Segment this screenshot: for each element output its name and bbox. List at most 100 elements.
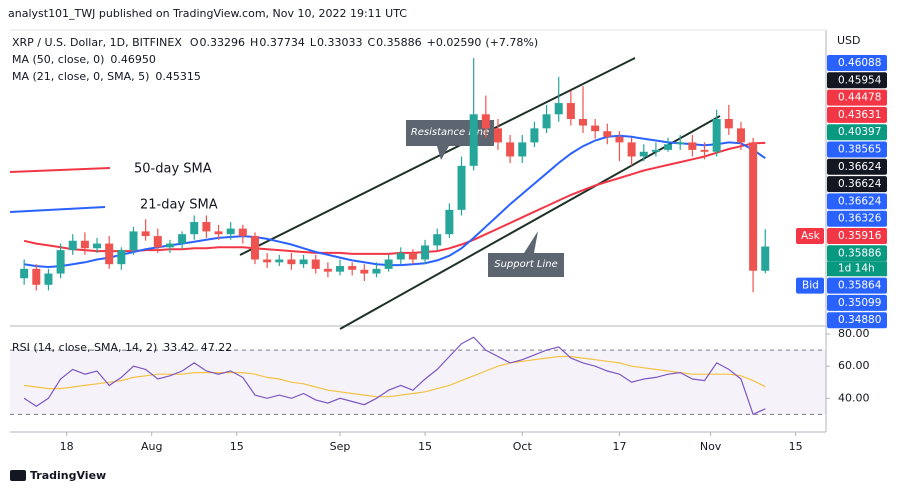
candle-body <box>323 268 332 272</box>
price-tag <box>827 55 887 71</box>
rsi-ma-legend-value: 47.22 <box>201 341 233 354</box>
candle-body <box>445 209 454 235</box>
candle-body <box>348 266 357 270</box>
candle-body <box>68 240 77 251</box>
candle-body <box>263 259 272 263</box>
price-tag-label: 0.35916 <box>838 230 882 242</box>
candle-body <box>44 273 53 285</box>
footer-text: TradingView <box>30 469 106 482</box>
candle-body <box>506 142 515 157</box>
sma50-key-line <box>9 167 111 173</box>
header: analyst101_TWJ published on TradingView.… <box>8 7 407 20</box>
ask-label: Ask <box>801 230 821 242</box>
price-tag <box>827 72 887 89</box>
candle-body <box>56 250 65 274</box>
candle-body <box>676 142 685 145</box>
candle-body <box>408 252 417 260</box>
footer-logo: TradingView <box>10 469 106 482</box>
rsi-tick-label: 80.00 <box>838 327 870 340</box>
candle-body <box>651 149 660 152</box>
price-tag-label: 0.44478 <box>838 92 881 104</box>
price-tag <box>827 158 887 175</box>
rsi-legend-name: RSI (14, close, SMA, 14, 2) <box>12 341 157 354</box>
price-tag <box>827 210 887 227</box>
price-tag-label: 0.45954 <box>838 74 882 86</box>
rsi-line <box>23 336 766 416</box>
candle-body <box>749 142 758 271</box>
ohlc-key: C <box>367 36 375 49</box>
candle-body <box>32 268 41 285</box>
candle-body <box>80 240 89 249</box>
candle-body <box>566 103 575 119</box>
logo-icon <box>10 470 26 481</box>
x-tick-label: 15 <box>230 440 244 453</box>
ohlc-value: 0.37734 <box>259 36 305 49</box>
ma-legend-name: MA (21, close, 0, SMA, 5) <box>12 70 149 83</box>
symbol: XRP / U.S. Dollar, 1D, BITFINEX <box>12 36 182 49</box>
price-tag <box>827 124 887 141</box>
price-tag-label: 0.35099 <box>838 297 881 309</box>
candle-body <box>627 142 636 157</box>
sma21-label: 21-day SMA <box>140 198 218 213</box>
ohlc-value: 0.33033 <box>317 36 363 49</box>
candle-body <box>481 114 490 129</box>
price-tag-label: 0.34880 <box>838 314 881 326</box>
candle-body <box>518 142 527 157</box>
rsi-ma-line <box>24 355 766 398</box>
candle-body <box>105 243 114 265</box>
candle-body <box>202 222 211 232</box>
x-tick-label: Aug <box>141 440 162 453</box>
candle-body <box>688 142 697 150</box>
price-tag <box>827 141 887 158</box>
support-callout <box>488 231 564 277</box>
candle-body <box>384 259 393 269</box>
candle-body <box>736 128 745 143</box>
candle-body <box>238 228 247 237</box>
countdown-tag <box>827 261 887 277</box>
candle-body <box>639 151 648 157</box>
price-tag-label: 0.36624 <box>838 195 882 207</box>
candle-body <box>226 228 235 235</box>
candle-body <box>178 234 187 244</box>
candle-body <box>214 231 223 235</box>
price-tag <box>827 245 887 262</box>
x-tick-label: 15 <box>418 440 432 453</box>
price-tag <box>827 89 887 106</box>
price-tag-label: 0.36624 <box>838 178 882 190</box>
candle-body <box>664 144 673 150</box>
moving-average <box>23 141 766 255</box>
candle-body <box>372 268 381 274</box>
price-tag <box>827 294 887 311</box>
ma-legend-value: 0.45315 <box>155 70 201 83</box>
price-tag <box>827 193 887 210</box>
x-tick-label: 17 <box>612 440 626 453</box>
moving-average <box>23 134 766 269</box>
candle-body <box>554 103 563 115</box>
candle-body <box>542 114 551 129</box>
price-tag-label: 0.35886 <box>838 247 882 259</box>
candle-body <box>712 118 721 152</box>
support-label: Support Line <box>494 259 558 270</box>
ma-legend-value: 0.46950 <box>110 53 156 66</box>
candle-body <box>761 246 770 271</box>
price-tag-label: 0.36326 <box>838 213 882 225</box>
resistance-label: Resistance Line <box>411 127 489 138</box>
candle-body <box>299 259 308 265</box>
candle-body <box>421 245 430 260</box>
candle-body <box>433 234 442 246</box>
rsi-legend-value: 33.42 <box>163 341 195 354</box>
change-pct: (+7.78%) <box>485 36 538 49</box>
ohlc-value: 0.33296 <box>200 36 246 49</box>
candle-body <box>93 243 102 249</box>
candle-body <box>190 222 199 235</box>
x-tick-label: Oct <box>513 440 533 453</box>
rsi-tick-label: 60.00 <box>838 359 870 372</box>
price-tag-label: 0.40397 <box>838 126 881 138</box>
candle-body <box>493 128 502 143</box>
price-tag-label: 0.35864 <box>838 280 882 292</box>
candle-body <box>530 128 539 143</box>
x-tick-label: 18 <box>60 440 74 453</box>
price-tag-label: 0.43631 <box>838 109 881 121</box>
sma21-key-line <box>9 206 106 213</box>
countdown: 1d 14h <box>838 262 875 274</box>
